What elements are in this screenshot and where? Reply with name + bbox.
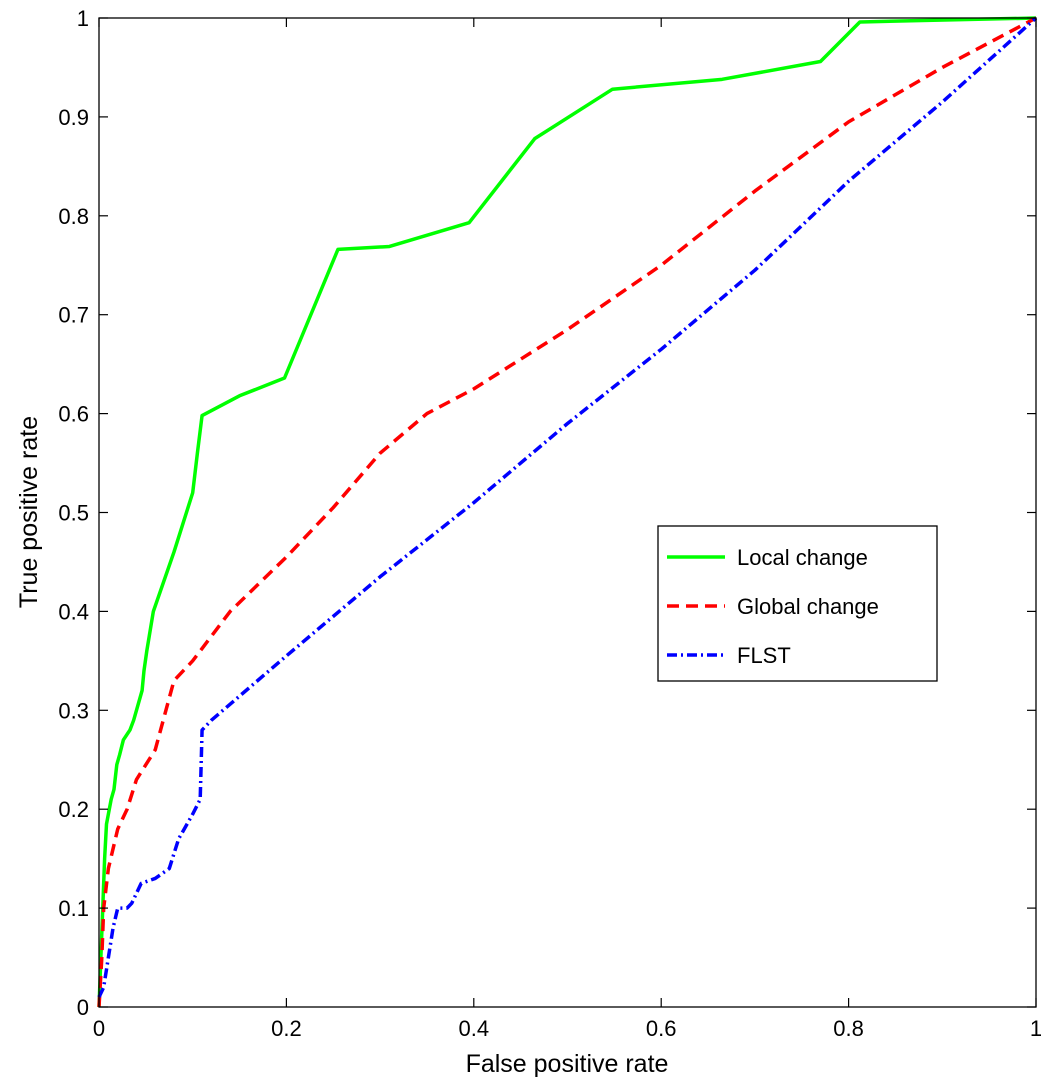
y-tick-label: 0.5	[58, 501, 89, 526]
y-tick-label: 0.2	[58, 797, 89, 822]
x-tick-label: 0.6	[646, 1016, 677, 1041]
x-axis-label: False positive rate	[466, 1050, 669, 1078]
y-tick-label: 1	[77, 6, 89, 31]
y-tick-label: 0.3	[58, 698, 89, 723]
x-tick-label: 0.2	[271, 1016, 302, 1041]
y-tick-label: 0.1	[58, 896, 89, 921]
legend-label-global-change: Global change	[737, 594, 879, 619]
y-axis-label: True positive rate	[15, 416, 43, 608]
x-tick-label: 1	[1030, 1016, 1041, 1041]
y-tick-label: 0.8	[58, 204, 89, 229]
series-line-local-change	[97, 16, 1037, 1008]
series-layer	[97, 16, 1038, 1008]
series-line-global-change	[97, 16, 1037, 1008]
y-tick-label: 0.9	[58, 105, 89, 130]
y-tick-label: 0.7	[58, 303, 89, 328]
tick-layer: 0 0.2 0.4 0.6 0.8 1 0 0.1 0.2 0.3 0.4 0.5 0.6 0.7 0.8 0…	[58, 6, 1041, 1041]
y-tick-label: 0.6	[58, 402, 89, 427]
legend-label-flst: FLST	[737, 643, 791, 668]
legend-box	[657, 525, 938, 682]
x-tick-label: 0	[93, 1016, 105, 1041]
legend-label-local-change: Local change	[737, 545, 868, 570]
x-tick-label: 0.4	[459, 1016, 490, 1041]
plot-area	[99, 18, 1036, 1007]
series-line-flst	[97, 16, 1038, 998]
y-tick-label: 0	[77, 995, 89, 1020]
legend: Local change Global change FLST	[657, 525, 938, 682]
x-tick-label: 0.8	[833, 1016, 864, 1041]
y-tick-label: 0.4	[58, 599, 89, 624]
